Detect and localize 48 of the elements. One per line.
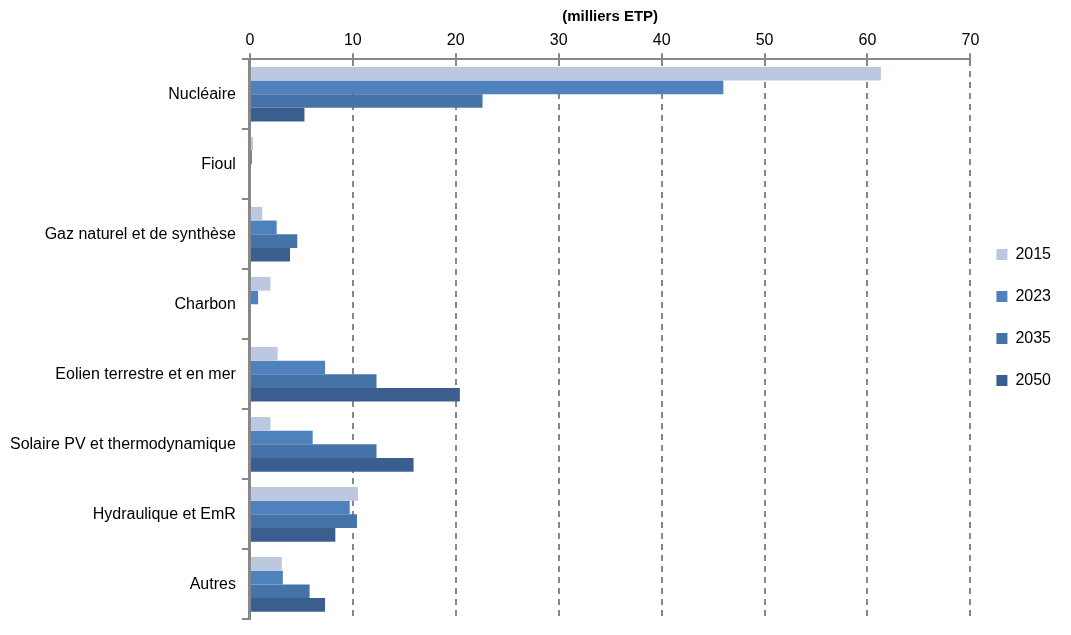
y-tick-label: Gaz naturel et de synthèse	[44, 224, 236, 242]
bar	[250, 584, 310, 599]
y-tick-label: Solaire PV et thermodynamique	[9, 434, 236, 452]
bar	[250, 417, 271, 431]
bar	[250, 136, 253, 151]
bar	[250, 514, 357, 529]
legend-label: 2050	[1015, 370, 1052, 388]
y-tick-label: Eolien terrestre et en mer	[55, 364, 237, 382]
x-tick-label: 30	[549, 31, 568, 49]
bar	[250, 247, 291, 262]
bar	[250, 598, 326, 612]
bar	[250, 557, 282, 571]
x-tick-label: 50	[755, 31, 774, 49]
y-tick-label: Charbon	[174, 294, 236, 312]
bar	[250, 220, 277, 235]
bar	[250, 276, 271, 291]
y-tick-label: Fioul	[201, 154, 236, 172]
x-tick-label: 70	[961, 31, 980, 49]
bar	[250, 570, 283, 585]
bar	[250, 500, 350, 515]
x-tick-label: 20	[446, 31, 465, 49]
bar	[250, 374, 377, 388]
bar	[250, 206, 263, 221]
legend-label: 2015	[1015, 244, 1052, 262]
bar	[250, 487, 358, 501]
bar	[250, 66, 881, 81]
legend-label: 2023	[1015, 286, 1052, 304]
x-tick-label: 40	[652, 31, 671, 49]
bar	[250, 444, 377, 458]
y-tick-label: Nucléaire	[168, 84, 236, 102]
bar	[250, 290, 259, 305]
x-tick-label: 60	[858, 31, 877, 49]
legend-label: 2035	[1015, 328, 1052, 346]
bar	[250, 347, 278, 361]
x-axis-title: (milliers ETP)	[562, 7, 659, 25]
bar	[250, 387, 460, 402]
bar	[250, 457, 414, 472]
x-tick-label: 10	[343, 31, 362, 49]
bar	[250, 107, 305, 122]
bar	[250, 360, 326, 375]
y-tick-label: Autres	[189, 574, 236, 592]
bar	[250, 528, 336, 542]
bar	[250, 80, 724, 95]
bar	[250, 234, 298, 248]
bar	[250, 430, 313, 445]
y-tick-label: Hydraulique et EmR	[92, 504, 236, 522]
bar	[250, 94, 483, 108]
x-tick-label: 0	[245, 31, 255, 49]
